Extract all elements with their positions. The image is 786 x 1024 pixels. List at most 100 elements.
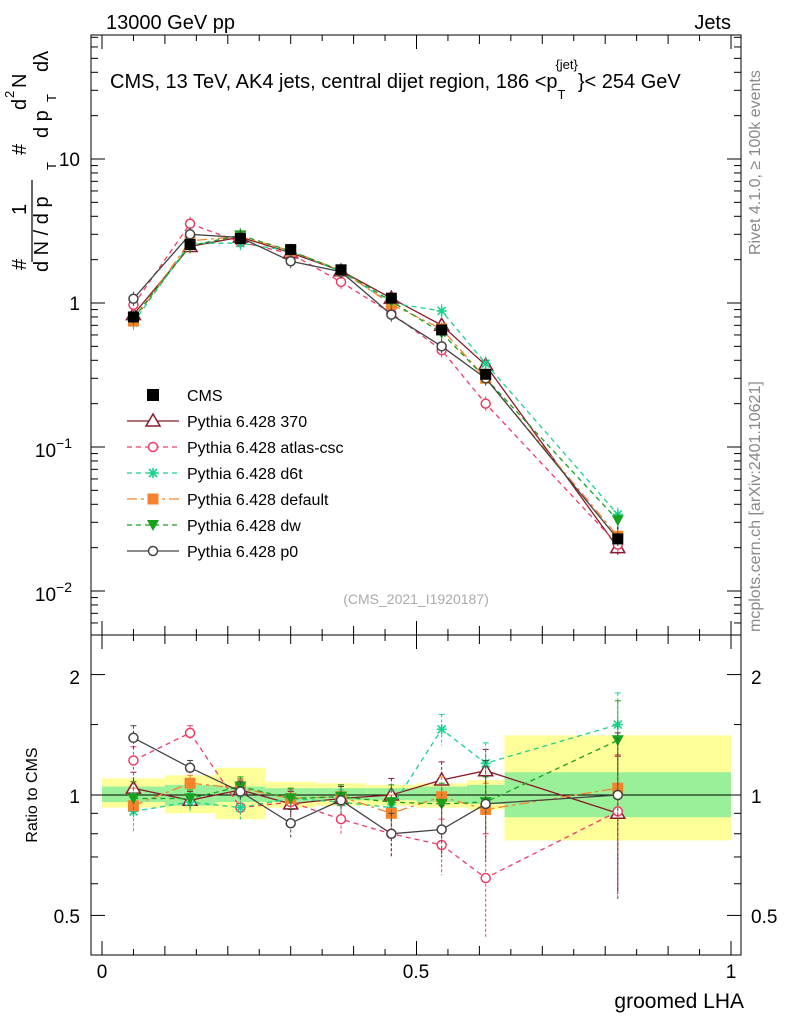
left-title: 13000 GeV pp — [106, 12, 235, 34]
legend-marker-cms — [147, 389, 159, 401]
ylabel-hash1: # — [9, 258, 31, 270]
ratio-point-pythia-6-428-d6t-6 — [436, 724, 447, 735]
ratio-point-pythia-6-428-p0-8 — [612, 789, 624, 801]
ratio-ytick-2-left: 2 — [69, 668, 80, 689]
main-panel: 10 1 10−1 10−2 — [35, 34, 742, 636]
ylabel-sub-t2: T — [44, 94, 59, 102]
ratio-ytick-2-right: 2 — [751, 668, 762, 689]
right-title: Jets — [694, 12, 731, 34]
subtitle-sup: {jet} — [555, 57, 578, 72]
legend-label-cms: CMS — [187, 388, 223, 405]
ylabel-d: d — [9, 99, 31, 110]
ratio-point-pythia-6-428-p0-5 — [386, 828, 397, 840]
legend-series: Pythia 6.428 370 Pythia 6.428 atlas-csc Py… — [127, 412, 344, 561]
series-point-pythia-6-428-p0-3 — [285, 255, 296, 267]
main-plot-area — [125, 216, 627, 555]
subtitle-end: }< 254 GeV — [578, 71, 682, 93]
ratio-point-pythia-6-428-d6t-8 — [612, 719, 623, 730]
series-point-pythia-6-428-atlas-csc-4 — [335, 276, 347, 288]
cms-point-3 — [285, 244, 297, 256]
ytick-10: 10 — [59, 150, 80, 171]
legend-marker-pythia-6-428-d6t — [148, 468, 158, 478]
analysis-watermark: (CMS_2021_I1920187) — [343, 591, 489, 607]
legend-label-pythia-6-428-atlas-csc: Pythia 6.428 atlas-csc — [187, 440, 344, 457]
ratio-point-pythia-6-428-p0-2 — [235, 786, 246, 797]
ratio-point-pythia-6-428-default-0 — [127, 800, 139, 812]
ratio-point-pythia-6-428-atlas-csc-7 — [480, 872, 491, 884]
ytick-1e-1: 10−1 — [35, 435, 72, 462]
ratio-point-pythia-6-428-p0-1 — [184, 762, 196, 773]
series-point-pythia-6-428-p0-0 — [128, 293, 139, 305]
legend-marker-pythia-6-428-dw — [147, 520, 159, 531]
legend-label-pythia-6-428-d6t: Pythia 6.428 d6t — [187, 466, 303, 483]
main-axis-ticks — [91, 35, 741, 635]
ratio-point-pythia-6-428-default-6 — [436, 791, 448, 803]
legend-label-pythia-6-428-370: Pythia 6.428 370 — [187, 414, 307, 431]
legend-entry-cms: CMS — [147, 388, 223, 405]
series-point-pythia-6-428-p0-1 — [184, 229, 196, 240]
subtitle-main: CMS, 13 TeV, AK4 jets, central dijet reg… — [110, 71, 558, 93]
series-point-pythia-6-428-atlas-csc-1 — [184, 218, 196, 230]
ratio-point-pythia-6-428-d6t-2 — [235, 802, 246, 813]
ratio-ytick-05-left: 0.5 — [54, 907, 80, 928]
series-line-pythia-6-428-dw — [132, 234, 619, 521]
series-point-pythia-6-428-p0-6 — [436, 341, 447, 352]
ratio-point-pythia-6-428-dw-1 — [184, 793, 197, 805]
ratio-point-pythia-6-428-d6t-0 — [128, 806, 139, 817]
legend: CMS Pythia 6.428 370 Pythia 6.428 atlas-c… — [127, 388, 344, 561]
ylabel-n: N — [9, 74, 31, 88]
chart-subtitle: CMS, 13 TeV, AK4 jets, central dijet reg… — [110, 57, 681, 102]
ratio-panel: 2 1 0.5 2 1 0.5 0 0.5 1 — [54, 634, 777, 983]
cms-point-1 — [184, 238, 196, 250]
ylabel-sub-t1: T — [44, 162, 59, 170]
series-point-pythia-6-428-atlas-csc-7 — [480, 398, 491, 409]
cms-point-2 — [234, 233, 246, 245]
ylabel-dpt: d p — [31, 110, 53, 138]
cms-point-4 — [335, 264, 347, 276]
ytick-1e-2: 10−2 — [35, 579, 72, 606]
legend-label-pythia-6-428-p0: Pythia 6.428 p0 — [187, 544, 298, 561]
cms-point-7 — [480, 368, 492, 380]
ylabel-one: 1 — [9, 204, 31, 215]
series-point-pythia-6-428-d6t-6 — [436, 305, 447, 316]
cms-point-5 — [385, 292, 397, 304]
legend-marker-pythia-6-428-p0 — [147, 545, 159, 557]
ratio-point-pythia-6-428-p0-3 — [285, 817, 296, 829]
xtick-0: 0 — [97, 962, 108, 983]
legend-marker-pythia-6-428-370 — [144, 412, 162, 427]
ratio-y-label: Ratio to CMS — [24, 747, 41, 842]
subtitle-sub: T — [558, 87, 566, 102]
legend-marker-pythia-6-428-default — [147, 493, 159, 505]
ytick-1: 1 — [69, 294, 80, 315]
ratio-point-pythia-6-428-atlas-csc-6 — [436, 839, 447, 851]
ylabel-hash2: # — [9, 143, 31, 155]
cms-point-6 — [436, 324, 448, 336]
ratio-point-pythia-6-428-p0-0 — [128, 732, 139, 744]
series-point-pythia-6-428-p0-5 — [386, 309, 397, 320]
series-point-pythia-6-428-d6t-7 — [480, 358, 491, 369]
cms-point-0 — [127, 311, 139, 323]
ratio-ytick-1-left: 1 — [69, 787, 80, 808]
ratio-point-pythia-6-428-default-1 — [184, 777, 196, 789]
ylabel-dn-dpt: d N / d p — [31, 196, 53, 272]
ratio-point-pythia-6-428-atlas-csc-4 — [335, 813, 347, 825]
ratio-point-pythia-6-428-p0-6 — [436, 824, 447, 835]
cms-point-8 — [612, 533, 624, 545]
ratio-point-pythia-6-428-p0-7 — [480, 798, 491, 810]
mcplots-label: mcplots.cern.ch [arXiv:2401.10621] — [747, 381, 764, 632]
ylabel-sup-2: 2 — [2, 91, 17, 98]
xtick-05: 0.5 — [403, 962, 429, 983]
ratio-axis-ticks — [91, 635, 741, 955]
ratio-plot-area — [91, 692, 741, 938]
ratio-point-pythia-6-428-dw-0 — [127, 793, 140, 805]
ratio-point-pythia-6-428-atlas-csc-0 — [128, 755, 139, 766]
rivet-label: Rivet 4.1.0, ≥ 100k events — [747, 70, 764, 255]
ratio-ytick-1-right: 1 — [751, 787, 762, 808]
ratio-point-pythia-6-428-dw-3 — [284, 793, 297, 805]
ratio-point-pythia-6-428-atlas-csc-1 — [184, 727, 196, 739]
y-axis-label: # 1 d N / d p T # d p T d 2 N dλ — [2, 51, 59, 272]
ratio-point-pythia-6-428-p0-4 — [335, 795, 347, 806]
xtick-1: 1 — [726, 962, 737, 983]
ylabel-dlambda: dλ — [31, 51, 53, 72]
